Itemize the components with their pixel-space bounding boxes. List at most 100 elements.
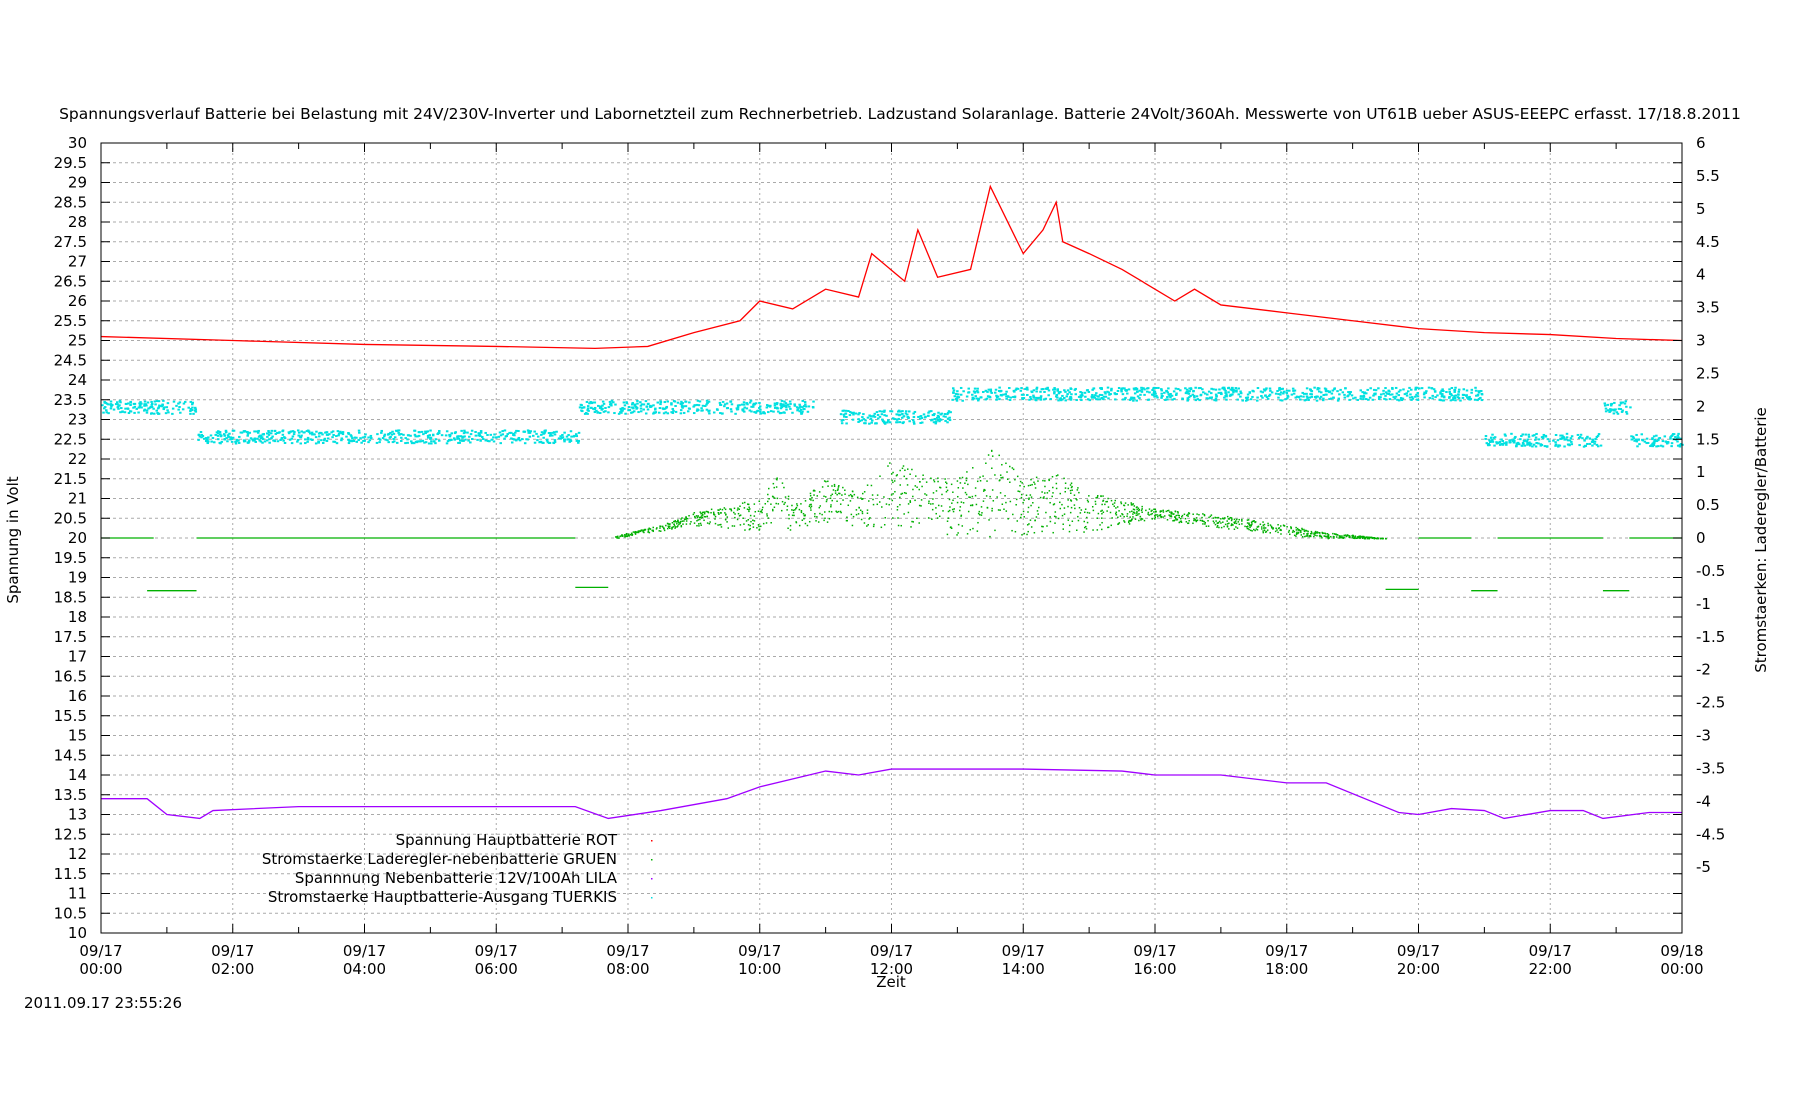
data-point xyxy=(305,430,309,433)
data-point xyxy=(621,534,623,536)
data-point xyxy=(1262,531,1265,534)
data-point xyxy=(1264,531,1267,533)
data-point xyxy=(988,395,992,398)
data-point xyxy=(1085,528,1088,530)
data-point xyxy=(1522,442,1525,445)
data-point xyxy=(281,430,284,433)
data-point xyxy=(1316,531,1318,534)
data-point xyxy=(1323,387,1327,390)
data-point xyxy=(1557,444,1560,447)
data-point xyxy=(116,403,119,406)
data-point xyxy=(102,407,106,410)
y-tick-label: 14 xyxy=(68,766,87,784)
data-point xyxy=(900,493,902,495)
data-point xyxy=(1431,394,1434,397)
data-point xyxy=(804,514,806,516)
data-point xyxy=(1496,441,1500,444)
data-point xyxy=(896,421,899,424)
data-point xyxy=(1048,490,1051,492)
data-point xyxy=(209,434,213,437)
data-point xyxy=(400,439,403,442)
data-point xyxy=(1560,437,1564,440)
data-point xyxy=(677,520,679,523)
data-point xyxy=(1439,392,1442,395)
data-point xyxy=(692,412,696,415)
data-point xyxy=(1657,439,1660,442)
data-point xyxy=(204,437,208,440)
data-point xyxy=(772,482,775,485)
data-point xyxy=(804,403,807,406)
data-point xyxy=(662,408,665,411)
data-point xyxy=(922,474,924,476)
data-point xyxy=(975,397,979,400)
data-point xyxy=(717,524,719,526)
data-point xyxy=(1064,399,1067,402)
data-point xyxy=(821,486,824,488)
data-point xyxy=(1032,389,1036,392)
data-point xyxy=(873,415,877,418)
data-point xyxy=(1328,537,1330,539)
data-point xyxy=(935,490,938,492)
data-point xyxy=(937,504,940,507)
data-point xyxy=(1110,524,1112,527)
data-point xyxy=(226,434,230,437)
data-point xyxy=(542,436,545,439)
data-point xyxy=(786,505,789,508)
data-point xyxy=(1586,442,1589,445)
data-point xyxy=(178,401,182,404)
data-point xyxy=(398,433,401,436)
data-point xyxy=(1349,391,1352,394)
data-point xyxy=(474,434,478,437)
data-point xyxy=(639,404,643,407)
data-point xyxy=(1037,480,1039,482)
data-point xyxy=(901,467,904,470)
data-point xyxy=(1025,386,1029,389)
data-point xyxy=(1207,525,1210,527)
data-point xyxy=(1051,475,1054,478)
data-point xyxy=(669,525,671,527)
data-point xyxy=(1091,505,1094,508)
data-point xyxy=(290,430,293,433)
data-point xyxy=(1338,537,1340,539)
data-point xyxy=(1052,503,1055,506)
data-point xyxy=(542,432,545,435)
data-point xyxy=(546,441,550,444)
data-point xyxy=(1162,516,1164,518)
y-tick-label: 29 xyxy=(68,174,87,192)
data-point xyxy=(708,523,711,525)
data-point xyxy=(637,531,640,534)
data-point xyxy=(852,413,855,416)
data-point xyxy=(1394,386,1398,389)
y-tick-label: 14.5 xyxy=(54,746,87,764)
data-point xyxy=(402,433,405,436)
data-point xyxy=(1057,391,1061,394)
data-point xyxy=(1059,507,1062,510)
data-point xyxy=(1299,529,1302,532)
data-point xyxy=(795,521,797,523)
data-point xyxy=(1045,511,1047,514)
data-point xyxy=(261,433,265,436)
data-point xyxy=(1320,535,1323,538)
data-point xyxy=(580,409,583,412)
data-point xyxy=(1079,390,1082,393)
data-point xyxy=(890,494,893,496)
data-point xyxy=(642,530,644,533)
data-point xyxy=(1168,514,1170,516)
data-point xyxy=(685,523,688,525)
data-point xyxy=(952,491,954,493)
data-point xyxy=(1410,388,1413,391)
data-point xyxy=(980,514,983,516)
data-point xyxy=(658,407,662,410)
data-point xyxy=(1102,511,1105,513)
data-point xyxy=(1115,514,1118,516)
data-point xyxy=(1203,520,1205,523)
data-point xyxy=(453,438,457,441)
data-point xyxy=(1387,392,1390,395)
data-point xyxy=(336,430,340,433)
data-point xyxy=(880,413,884,416)
data-point xyxy=(756,527,758,529)
data-point xyxy=(836,500,838,502)
data-point xyxy=(938,418,942,421)
data-point xyxy=(1646,441,1650,444)
data-point xyxy=(1184,387,1187,390)
